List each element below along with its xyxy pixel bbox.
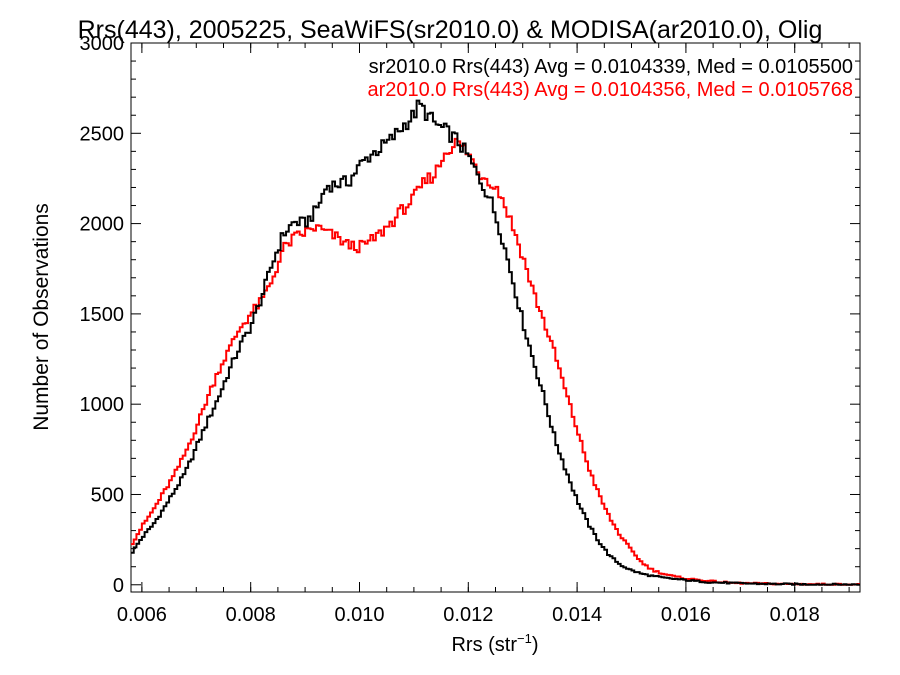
y-tick-label: 1500 — [80, 304, 125, 326]
series-line-ar2010 — [131, 137, 860, 586]
x-axis: 0.006 0.008 0.010 0.012 0.014 0.016 0.018 — [117, 43, 850, 626]
x-axis-label-superscript: −1 — [517, 631, 532, 646]
chart-title: Rrs(443), 2005225, SeaWiFS(sr2010.0) & M… — [78, 16, 823, 44]
x-tick-label: 0.012 — [443, 604, 493, 626]
legend-entry-sr2010: sr2010.0 Rrs(443) Avg = 0.0104339, Med =… — [369, 56, 853, 78]
x-axis-label-main: Rrs (str — [451, 634, 517, 656]
legend-entry-ar2010: ar2010.0 Rrs(443) Avg = 0.0104356, Med =… — [367, 79, 853, 101]
y-tick-label: 2500 — [80, 123, 125, 145]
x-axis-label: Rrs (str−1) — [451, 631, 538, 656]
x-axis-label-close: ) — [532, 634, 539, 656]
y-axis: 0 500 1000 1500 2000 2500 3000 — [80, 33, 860, 597]
y-tick-label: 0 — [113, 575, 124, 597]
plot-area — [130, 42, 861, 593]
series-line-sr2010 — [131, 99, 860, 586]
x-tick-label: 0.006 — [117, 604, 167, 626]
x-tick-label: 0.014 — [552, 604, 602, 626]
x-tick-label: 0.010 — [334, 604, 384, 626]
y-tick-label: 1000 — [80, 394, 125, 416]
y-tick-label: 3000 — [80, 33, 125, 55]
y-axis-label: Number of Observations — [30, 203, 53, 431]
x-tick-label: 0.018 — [770, 604, 820, 626]
y-tick-label: 2000 — [80, 214, 125, 236]
x-tick-label: 0.016 — [661, 604, 711, 626]
x-tick-label: 0.008 — [226, 604, 276, 626]
series-group — [131, 99, 860, 586]
y-tick-label: 500 — [91, 484, 124, 506]
